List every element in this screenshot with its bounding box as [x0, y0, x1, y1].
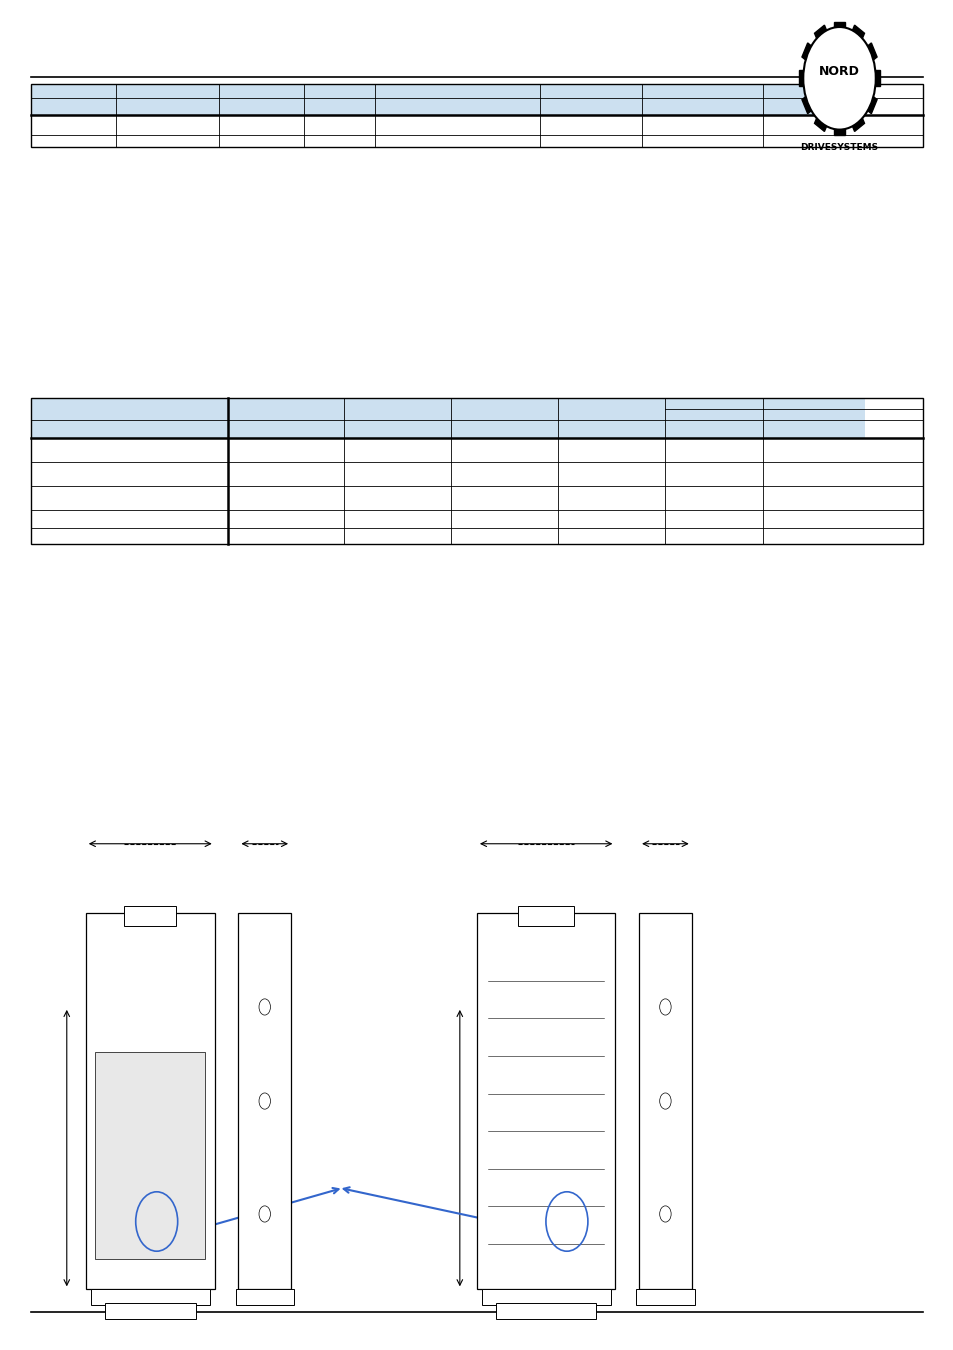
Bar [31, 84, 923, 147]
Bar [863, 95, 876, 113]
Bar [664, 398, 762, 420]
Bar [801, 43, 814, 62]
Bar [636, 1289, 694, 1305]
Circle shape [259, 1206, 271, 1222]
Bar [31, 84, 116, 99]
Bar [863, 43, 876, 62]
Bar [664, 420, 762, 437]
Bar [31, 99, 116, 115]
Circle shape [259, 999, 271, 1015]
Bar [833, 124, 844, 135]
Circle shape [802, 27, 875, 130]
Bar [375, 99, 539, 115]
Bar [303, 84, 375, 99]
Bar [799, 70, 806, 86]
Bar [86, 913, 214, 1289]
Bar [238, 913, 291, 1289]
Bar [31, 398, 228, 420]
Bar [218, 84, 303, 99]
Bar [450, 420, 558, 437]
Bar [641, 99, 762, 115]
Bar [641, 84, 762, 99]
Text: NORD: NORD [819, 65, 859, 78]
Bar [850, 26, 863, 43]
Bar [31, 420, 228, 437]
Bar [639, 913, 691, 1289]
Bar [801, 95, 814, 113]
Bar [496, 1303, 596, 1319]
Bar [481, 1289, 610, 1305]
Bar [814, 26, 827, 43]
Bar [124, 906, 175, 926]
Bar [833, 22, 844, 32]
Bar [476, 913, 615, 1289]
Bar [105, 1303, 195, 1319]
Circle shape [659, 999, 671, 1015]
Bar [218, 99, 303, 115]
Bar [850, 113, 863, 131]
Bar [762, 84, 864, 99]
Bar [235, 1289, 294, 1305]
Bar [762, 420, 864, 437]
Bar [31, 398, 923, 544]
Bar [558, 420, 664, 437]
Bar [871, 70, 879, 86]
Bar [95, 1052, 205, 1260]
Bar [116, 99, 218, 115]
Bar [518, 906, 573, 926]
Bar [762, 398, 864, 420]
Bar [91, 1289, 210, 1305]
Bar [343, 420, 450, 437]
Bar [558, 398, 664, 420]
Bar [228, 398, 343, 420]
Bar [762, 99, 864, 115]
Circle shape [659, 1206, 671, 1222]
Bar [539, 84, 641, 99]
Bar [116, 84, 218, 99]
Circle shape [259, 1094, 271, 1110]
Bar [814, 113, 827, 131]
Bar [539, 99, 641, 115]
Bar [303, 99, 375, 115]
Bar [375, 84, 539, 99]
Bar [228, 420, 343, 437]
Text: DRIVESYSTEMS: DRIVESYSTEMS [800, 143, 878, 153]
Bar [343, 398, 450, 420]
Bar [450, 398, 558, 420]
Circle shape [659, 1094, 671, 1110]
